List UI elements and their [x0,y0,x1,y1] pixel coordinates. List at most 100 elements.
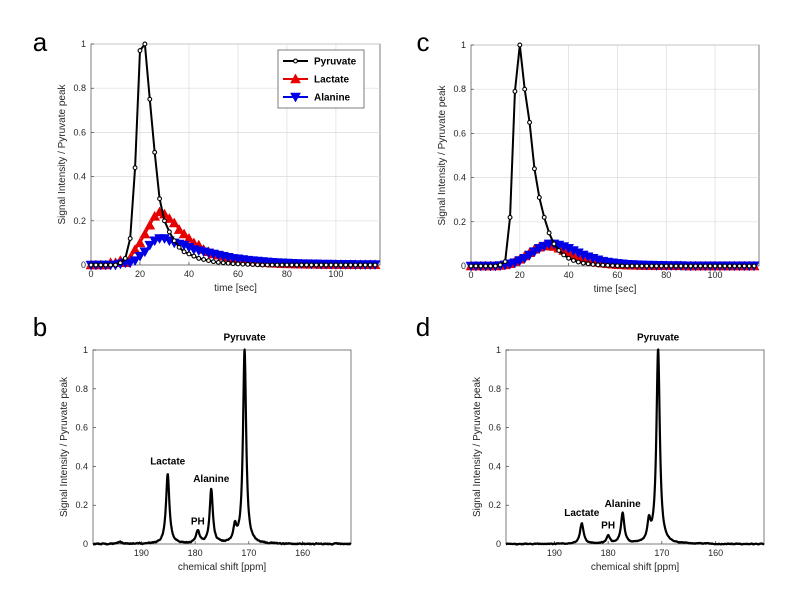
data-point-pyruvate [590,262,596,267]
x-tick-label: 100 [708,270,723,280]
data-point-pyruvate [566,255,572,261]
y-tick-label: 0.8 [73,83,86,93]
y-tick-label: 0.8 [488,384,501,394]
data-point-pyruvate [527,119,533,125]
x-tick-label: 180 [601,548,616,558]
data-point-pyruvate [561,252,567,258]
data-point-pyruvate [191,253,197,259]
data-point-pyruvate [308,262,314,268]
data-point-lactate [134,237,146,248]
y-tick-label: 0.6 [73,127,86,137]
data-point-alanine [144,240,156,251]
data-point-pyruvate [697,263,703,269]
data-point-pyruvate [215,259,221,265]
data-point-pyruvate [166,229,172,235]
legend-item-alanine: Alanine [283,93,351,104]
peak-label-ph: PH [191,517,205,528]
y-tick-label: 0.6 [453,128,466,138]
data-point-pyruvate [673,263,679,269]
data-point-pyruvate [605,262,611,268]
data-point-alanine [529,247,540,258]
data-point-pyruvate [468,263,474,269]
data-point-pyruvate [707,263,713,269]
data-point-pyruvate [473,263,479,269]
y-tick-label: 0.4 [75,461,88,471]
data-point-pyruvate [269,262,275,268]
data-point-pyruvate [556,248,562,253]
data-point-lactate [183,232,195,243]
data-point-pyruvate [654,263,659,269]
data-point-pyruvate [541,214,547,220]
data-point-pyruvate [478,263,484,269]
data-point-pyruvate [289,262,295,268]
x-tick-label: 40 [564,270,574,280]
data-point-pyruvate [619,263,625,269]
data-point-pyruvate [610,263,616,269]
data-point-pyruvate [522,86,528,92]
y-tick-label: 0.2 [75,500,88,510]
data-point-pyruvate [245,261,251,267]
x-tick-label: 190 [547,548,562,558]
data-point-pyruvate [137,48,143,54]
data-point-pyruvate [240,261,246,267]
series-alanine [85,234,381,271]
spectrum-line [505,348,765,546]
data-point-pyruvate [250,262,256,268]
peak-label-alanine: Alanine [193,474,230,485]
data-point-pyruvate [343,262,349,268]
y-tick-label: 1 [83,345,88,355]
data-point-pyruvate [575,259,581,265]
data-point-pyruvate [152,149,158,155]
y-tick-label: 1 [81,39,86,49]
peak-label-ph: PH [601,520,615,531]
spectrum-line [92,348,352,546]
x-tick-label: 0 [468,270,473,280]
y-tick-label: 0 [83,539,88,549]
panel-letter-b: b [33,312,47,342]
x-tick-label: 80 [661,270,671,280]
data-point-pyruvate [108,262,114,268]
y-tick-label: 0 [496,539,501,549]
data-point-pyruvate [220,260,226,266]
panel-d: d 190 180 170 160 0 0.2 0.4 0.6 0.8 1 chemical shif… [416,312,765,573]
panel-b: b 190 180 170 160 0 0.2 0.4 0.6 0.8 1 chemical shif… [33,312,352,573]
data-point-pyruvate [678,263,684,269]
data-point-alanine [139,247,151,258]
data-point-pyruvate [571,258,576,263]
data-point-pyruvate [132,165,138,171]
data-point-pyruvate [668,263,674,269]
data-point-pyruvate [211,259,216,265]
x-tick-label: 0 [88,269,93,279]
y-tick-label: 0.8 [453,84,466,94]
data-point-pyruvate [348,262,354,268]
data-point-pyruvate [595,262,601,268]
data-point-pyruvate [367,262,373,268]
data-point-pyruvate [157,196,163,202]
data-point-pyruvate [580,260,586,266]
peak-label-lactate: Lactate [150,456,185,467]
legend-label: Alanine [314,93,351,104]
data-point-pyruvate [206,258,212,264]
y-tick-label: 1 [461,40,466,50]
y-axis-label: Signal Intensity / Pyruvate peak [437,84,448,225]
data-point-pyruvate [299,262,305,268]
panel-letter-c: c [417,27,430,57]
data-point-pyruvate [201,257,207,262]
panel-c: c 0 20 40 60 80 100 0 0.2 0.4 0.6 0.8 1 time [sec] Sig… [417,27,760,295]
y-axis-label: Signal Intensity / Pyruvate peak [59,376,70,517]
data-point-pyruvate [532,166,537,172]
data-point-pyruvate [142,41,148,47]
legend-label: Pyruvate [314,57,357,68]
legend-swatch-marker [290,73,301,84]
data-point-pyruvate [338,262,344,268]
legend-swatch-marker [290,92,301,103]
data-point-pyruvate [313,262,319,268]
data-point-pyruvate [235,261,241,267]
data-point-pyruvate [683,263,689,269]
data-point-pyruvate [483,263,489,269]
plot-area [505,349,765,545]
data-point-pyruvate [176,244,182,250]
data-point-pyruvate [122,255,128,261]
data-point-pyruvate [488,263,493,269]
data-point-pyruvate [117,260,123,266]
